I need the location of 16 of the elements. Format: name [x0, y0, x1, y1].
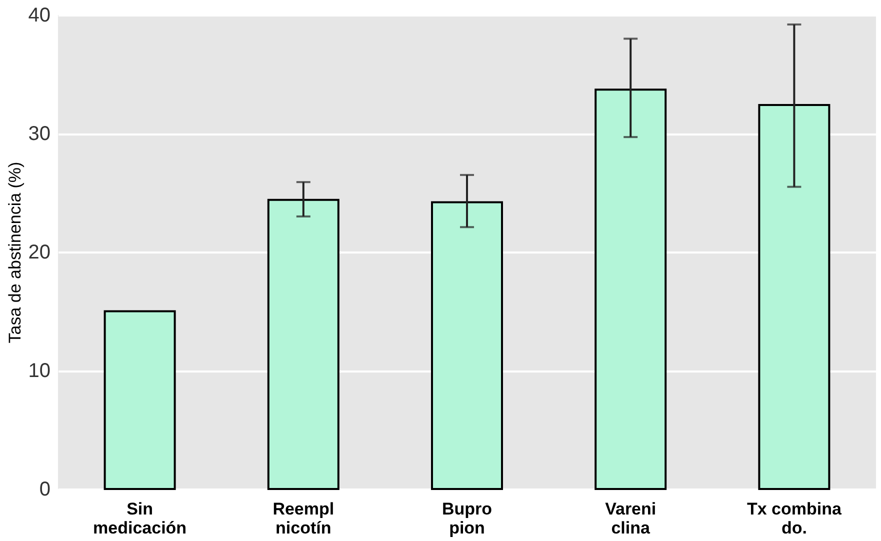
bar [758, 104, 830, 490]
x-tick-label: Bupro pion [442, 500, 492, 538]
y-tick-label: 30 [28, 123, 50, 145]
bar [594, 88, 667, 490]
y-axis-title: Tasa de abstinencia (%) [5, 162, 24, 344]
x-tick-label: Sin medicación [93, 500, 187, 538]
x-tick-label: Vareni clina [605, 500, 656, 538]
y-tick-label: 10 [28, 360, 50, 382]
bar [431, 201, 503, 490]
bar [104, 310, 176, 490]
y-tick-label: 20 [28, 242, 50, 264]
x-tick-label: Reempl nicotín [272, 500, 334, 538]
y-tick-label: 0 [39, 478, 50, 500]
x-tick-label: Tx combina do. [746, 500, 842, 538]
y-tick-label: 40 [28, 4, 50, 26]
bar [267, 198, 340, 490]
